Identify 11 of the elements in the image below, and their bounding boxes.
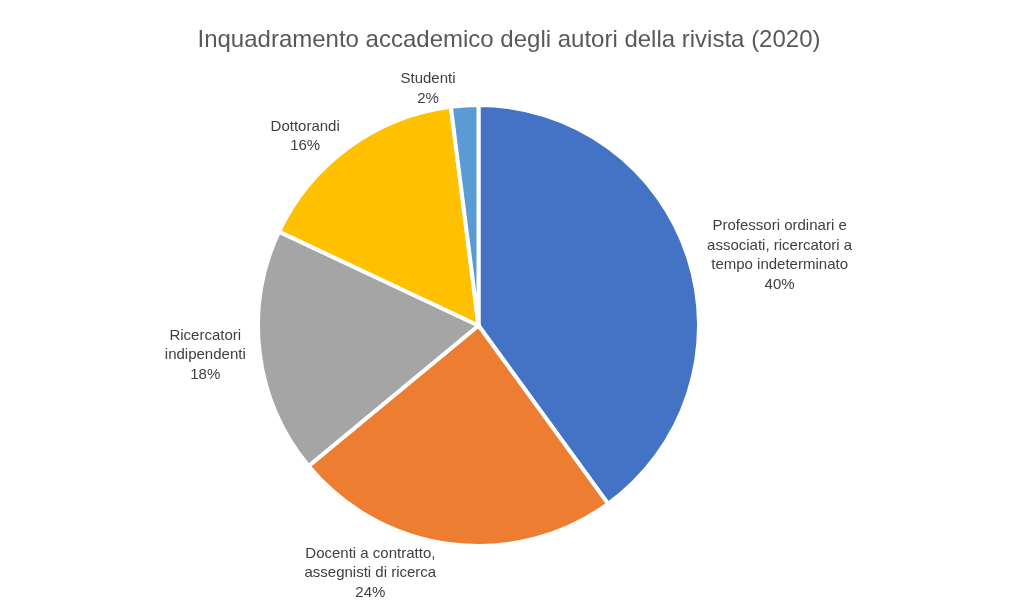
- slice-label: Studenti: [400, 69, 456, 87]
- slice-label: Ricercatori indipendenti: [164, 325, 246, 363]
- data-label: 24%: [355, 582, 386, 600]
- data-label: 40%: [764, 274, 795, 292]
- data-label: 16%: [290, 136, 321, 154]
- slice-label: Professori ordinari e associati, ricercatori a tempo indeterminato: [707, 216, 853, 273]
- data-label: 2%: [417, 88, 439, 106]
- slice-label: Docenti a contratto, assegnisti di ricerca: [304, 543, 437, 581]
- slice-label: Dottorandi: [270, 116, 340, 134]
- chart-title: Inquadramento accademico degli autori della rivista (2020): [197, 25, 821, 53]
- data-label: 18%: [190, 364, 221, 382]
